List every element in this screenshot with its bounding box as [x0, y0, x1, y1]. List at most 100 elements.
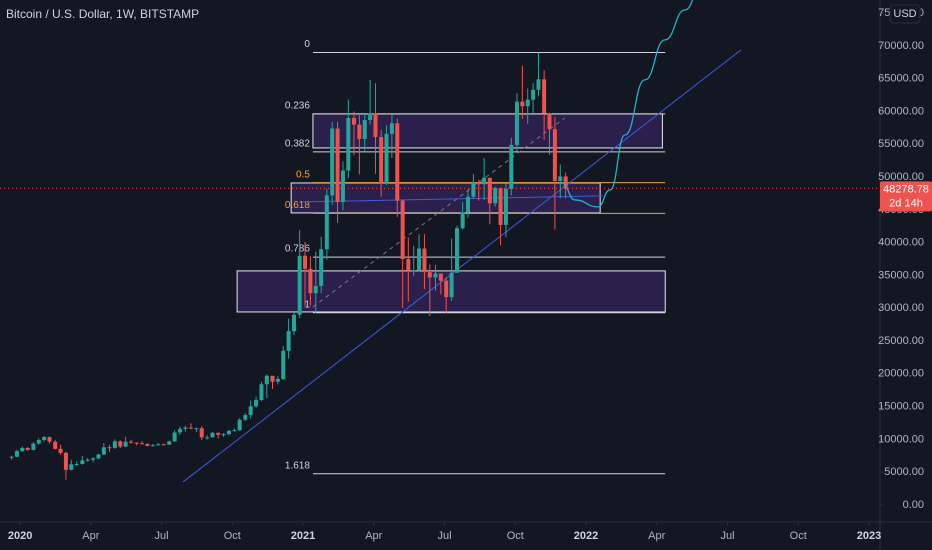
candle-body	[297, 255, 302, 315]
candle-body	[379, 137, 384, 183]
candle-body	[395, 123, 400, 201]
candle-body	[123, 441, 128, 447]
candle-body	[558, 176, 563, 181]
candle-body	[74, 463, 79, 465]
x-tick-label: Jul	[155, 530, 169, 542]
y-tick-label: 25000.00	[878, 335, 924, 347]
candle-body	[498, 188, 503, 225]
candle-body	[542, 79, 547, 114]
candle-body	[232, 430, 237, 432]
candle-body	[357, 124, 362, 140]
candle-body	[53, 441, 58, 449]
candle-body	[9, 456, 14, 458]
trendline	[182, 49, 742, 483]
candle-body	[129, 441, 134, 443]
candle-body	[221, 434, 226, 436]
candle-body	[531, 89, 536, 100]
y-tick-label: 30000.00	[878, 302, 924, 314]
candle-body	[466, 196, 471, 213]
candle-body	[107, 447, 112, 449]
currency-label[interactable]: USD	[893, 8, 916, 20]
candle-body	[286, 331, 291, 351]
y-tick-label: 10000.00	[878, 433, 924, 445]
candle-body	[335, 128, 340, 202]
x-tick-label: 2021	[291, 530, 315, 542]
candle-body	[438, 273, 443, 281]
candle-body	[237, 419, 242, 431]
candle-body	[525, 99, 530, 107]
y-tick-label: 35000.00	[878, 269, 924, 281]
x-tick-label: Jul	[720, 530, 734, 542]
candle-body	[493, 188, 498, 204]
candle-body	[330, 128, 335, 196]
candle-body	[270, 375, 275, 382]
candle-body	[243, 415, 248, 420]
fib-label: 0.5	[296, 169, 310, 180]
candle-body	[460, 212, 465, 229]
candle-body	[145, 443, 150, 446]
y-tick-label: 0.00	[903, 499, 924, 511]
fib-label: 0.618	[285, 200, 310, 211]
chart-title: Bitcoin / U.S. Dollar, 1W, BITSTAMP	[6, 7, 199, 21]
candle-body	[389, 123, 394, 134]
candle-body	[362, 120, 367, 140]
candle-body	[167, 441, 172, 445]
candle-body	[351, 118, 356, 125]
x-tick-label: 2023	[857, 530, 881, 542]
candle-body	[199, 428, 204, 438]
candle-body	[422, 248, 427, 273]
y-tick-label: 60000.00	[878, 105, 924, 117]
candle-body	[96, 454, 101, 459]
candle-body	[31, 443, 36, 450]
candle-body	[291, 314, 296, 332]
candle-body	[281, 350, 286, 380]
candle-body	[547, 113, 552, 130]
x-tick-label: Jul	[437, 530, 451, 542]
candle-body	[80, 460, 85, 464]
candle-body	[384, 133, 389, 183]
y-tick-label: 50000.00	[878, 171, 924, 183]
candle-body	[368, 113, 373, 121]
candle-body	[313, 285, 318, 294]
candle-body	[563, 176, 568, 189]
y-tick-label: 20000.00	[878, 368, 924, 380]
currency-button[interactable]	[889, 4, 921, 24]
candle-body	[248, 406, 253, 416]
candle-body	[118, 441, 123, 447]
candle-body	[194, 428, 199, 430]
candle-body	[156, 444, 161, 446]
candle-body	[58, 448, 63, 453]
candle-body	[324, 195, 329, 250]
x-tick-label: Oct	[790, 530, 807, 542]
candle-body	[509, 144, 514, 189]
candle-body	[487, 177, 492, 204]
candle-body	[254, 400, 259, 407]
candle-body	[319, 249, 324, 286]
candle-body	[188, 427, 193, 429]
price-tag-label: 48278.78	[883, 183, 929, 195]
projection-curve	[561, 0, 694, 208]
candle-body	[216, 432, 221, 435]
candle-body	[140, 443, 145, 445]
candle-body	[444, 280, 449, 298]
candle-body	[177, 428, 182, 433]
x-tick-label: Apr	[648, 530, 665, 542]
candle-body	[63, 452, 68, 470]
candle-body	[150, 445, 155, 447]
candle-body	[183, 427, 188, 429]
candle-body	[134, 442, 139, 444]
candle-body	[520, 101, 525, 107]
candle-body	[346, 118, 351, 171]
y-tick-label: 5000.00	[884, 466, 924, 478]
candle-body	[303, 255, 308, 269]
candle-body	[36, 440, 41, 444]
candle-body	[112, 441, 117, 448]
candle-body	[259, 384, 264, 401]
fib-label: 0	[304, 39, 310, 50]
candle-body	[503, 188, 508, 225]
candle-body	[20, 447, 25, 452]
countdown-label: 2d 14h	[889, 197, 923, 209]
candle-body	[340, 170, 345, 202]
candle-body	[514, 101, 519, 145]
